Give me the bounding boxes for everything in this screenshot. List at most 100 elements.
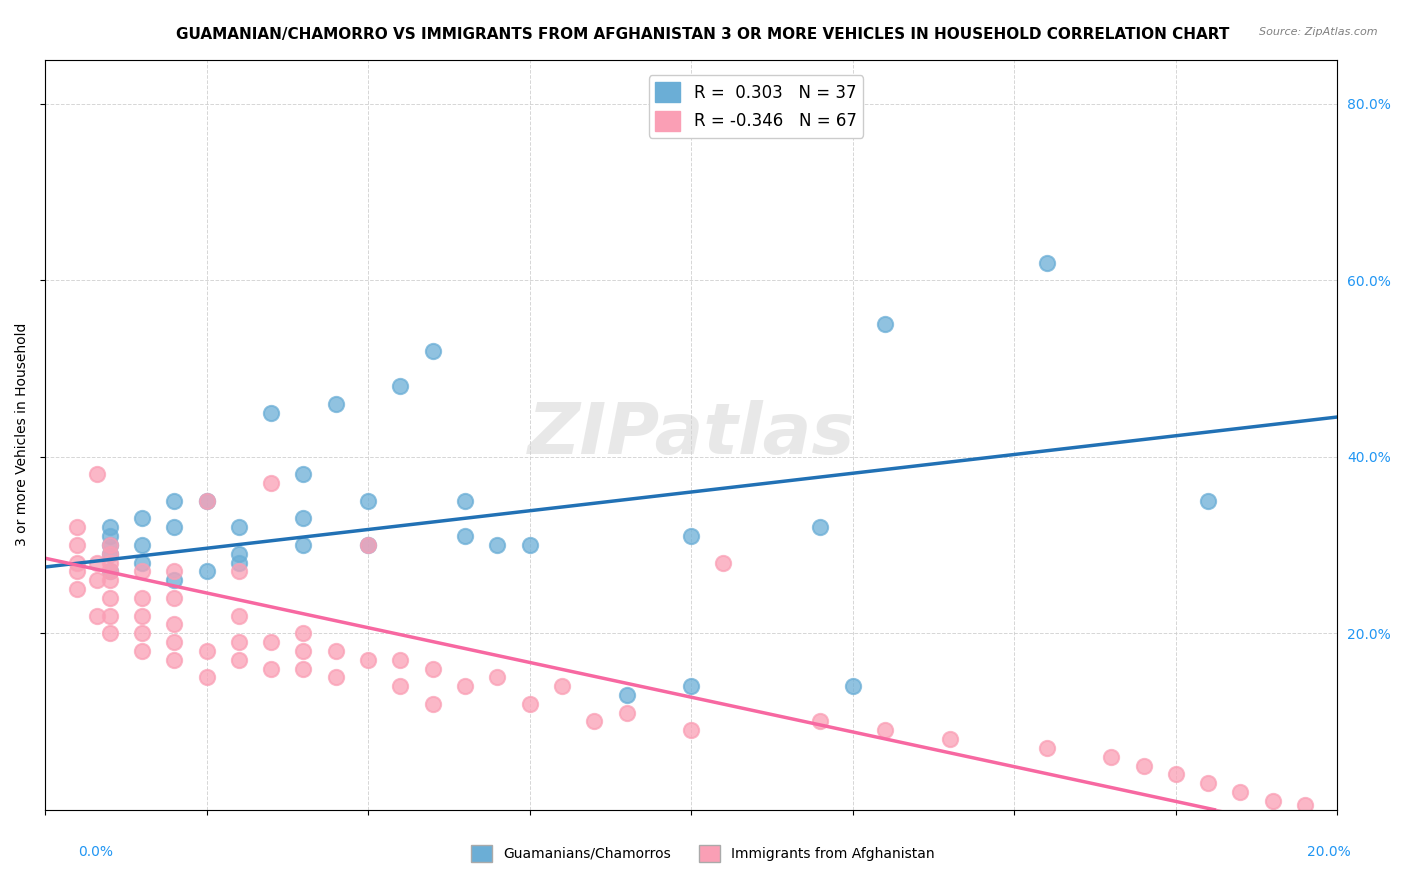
Point	[86, 608, 108, 623]
Point	[131, 511, 153, 525]
Point	[1261, 794, 1284, 808]
Point	[1197, 776, 1219, 790]
Point	[842, 679, 865, 693]
Point	[195, 644, 218, 658]
Point	[260, 476, 283, 491]
Point	[163, 565, 186, 579]
Point	[616, 688, 638, 702]
Point	[292, 511, 315, 525]
Point	[1132, 758, 1154, 772]
Point	[810, 520, 832, 534]
Point	[195, 670, 218, 684]
Point	[681, 723, 703, 738]
Point	[98, 520, 121, 534]
Legend: R =  0.303   N = 37, R = -0.346   N = 67: R = 0.303 N = 37, R = -0.346 N = 67	[648, 76, 863, 137]
Point	[228, 556, 250, 570]
Point	[1197, 493, 1219, 508]
Point	[163, 617, 186, 632]
Point	[454, 679, 477, 693]
Point	[228, 653, 250, 667]
Point	[86, 574, 108, 588]
Point	[163, 493, 186, 508]
Text: Source: ZipAtlas.com: Source: ZipAtlas.com	[1260, 27, 1378, 37]
Point	[551, 679, 574, 693]
Point	[260, 406, 283, 420]
Point	[1035, 740, 1057, 755]
Point	[422, 343, 444, 358]
Point	[681, 529, 703, 543]
Point	[422, 661, 444, 675]
Point	[66, 520, 89, 534]
Point	[98, 529, 121, 543]
Point	[98, 574, 121, 588]
Point	[131, 565, 153, 579]
Point	[681, 679, 703, 693]
Point	[131, 556, 153, 570]
Point	[98, 565, 121, 579]
Point	[98, 626, 121, 640]
Point	[292, 538, 315, 552]
Point	[292, 626, 315, 640]
Text: GUAMANIAN/CHAMORRO VS IMMIGRANTS FROM AFGHANISTAN 3 OR MORE VEHICLES IN HOUSEHOL: GUAMANIAN/CHAMORRO VS IMMIGRANTS FROM AF…	[176, 27, 1230, 42]
Point	[389, 653, 412, 667]
Point	[228, 635, 250, 649]
Point	[86, 467, 108, 482]
Y-axis label: 3 or more Vehicles in Household: 3 or more Vehicles in Household	[15, 323, 30, 546]
Point	[1164, 767, 1187, 781]
Point	[228, 520, 250, 534]
Point	[163, 635, 186, 649]
Point	[422, 697, 444, 711]
Point	[195, 493, 218, 508]
Text: 20.0%: 20.0%	[1306, 845, 1351, 859]
Point	[713, 556, 735, 570]
Point	[163, 591, 186, 605]
Point	[98, 538, 121, 552]
Point	[486, 670, 509, 684]
Point	[1294, 798, 1316, 813]
Point	[131, 591, 153, 605]
Point	[873, 318, 896, 332]
Point	[163, 653, 186, 667]
Point	[873, 723, 896, 738]
Point	[325, 670, 347, 684]
Point	[228, 565, 250, 579]
Point	[454, 529, 477, 543]
Point	[163, 574, 186, 588]
Point	[260, 661, 283, 675]
Point	[1035, 255, 1057, 269]
Point	[292, 661, 315, 675]
Point	[66, 582, 89, 596]
Point	[228, 547, 250, 561]
Point	[86, 556, 108, 570]
Point	[260, 635, 283, 649]
Point	[66, 556, 89, 570]
Point	[98, 547, 121, 561]
Point	[357, 538, 380, 552]
Point	[131, 644, 153, 658]
Point	[195, 565, 218, 579]
Point	[292, 644, 315, 658]
Point	[195, 493, 218, 508]
Point	[163, 520, 186, 534]
Point	[66, 565, 89, 579]
Point	[357, 653, 380, 667]
Point	[1229, 785, 1251, 799]
Point	[454, 493, 477, 508]
Point	[1099, 749, 1122, 764]
Point	[583, 714, 606, 729]
Point	[357, 538, 380, 552]
Point	[131, 538, 153, 552]
Text: ZIPatlas: ZIPatlas	[527, 401, 855, 469]
Point	[389, 679, 412, 693]
Text: 0.0%: 0.0%	[79, 845, 112, 859]
Point	[98, 565, 121, 579]
Point	[98, 591, 121, 605]
Point	[98, 608, 121, 623]
Point	[131, 626, 153, 640]
Point	[325, 397, 347, 411]
Point	[98, 538, 121, 552]
Point	[325, 644, 347, 658]
Point	[292, 467, 315, 482]
Point	[616, 706, 638, 720]
Point	[357, 493, 380, 508]
